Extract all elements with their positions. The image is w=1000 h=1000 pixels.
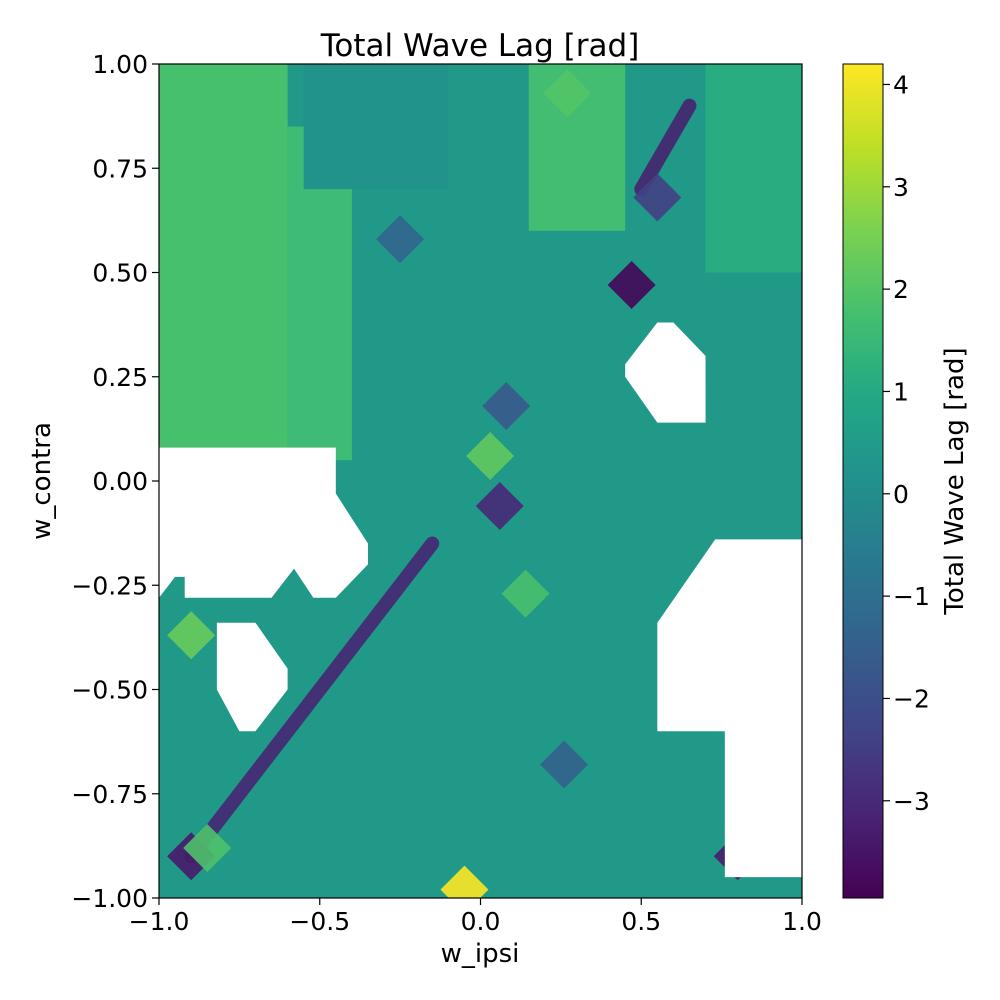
missing-data-region <box>159 447 368 598</box>
missing-data-region <box>216 622 288 732</box>
colorbar-tick-label: −2 <box>893 684 930 713</box>
x-tick-label: −0.5 <box>289 907 350 936</box>
colorbar-tick-label: −1 <box>893 582 930 611</box>
colorbar-label: Total Wave Lag [rad] <box>940 347 970 615</box>
colorbar-tick-label: 3 <box>893 173 909 202</box>
colorbar-tick-label: −3 <box>893 787 930 816</box>
y-tick-label: −0.75 <box>71 780 148 809</box>
heatmap-hotspot <box>167 611 216 660</box>
heatmap-hotspot <box>183 823 232 872</box>
x-axis-ticks: −1.0 −0.5 0.0 0.5 1.0 <box>129 898 822 936</box>
y-axis-label: w_contra <box>27 422 57 540</box>
heatmap-region <box>303 64 449 190</box>
colorbar-tick-label: 2 <box>893 275 909 304</box>
x-tick-label: 0.0 <box>461 907 501 936</box>
colorbar: 4 3 2 1 0 −1 −2 −3 Total Wave Lag [rad] <box>842 63 970 899</box>
colorbar-tick-label: 1 <box>893 377 909 406</box>
heatmap-ridge <box>184 536 440 864</box>
heatmap-hotspot <box>633 173 682 222</box>
colorbar-ticks: 4 3 2 1 0 −1 −2 −3 <box>883 70 930 816</box>
y-tick-label: 1.00 <box>92 50 148 79</box>
colorbar-tick-label: 0 <box>893 480 909 509</box>
y-tick-label: −0.50 <box>71 676 148 705</box>
heatmap-region <box>159 64 288 461</box>
heatmap-hotspot <box>607 261 656 310</box>
x-tick-label: −1.0 <box>129 907 190 936</box>
y-tick-label: −1.00 <box>71 884 148 913</box>
x-tick-label: 0.5 <box>621 907 661 936</box>
y-tick-label: 0.50 <box>92 259 148 288</box>
missing-data-region <box>625 322 706 423</box>
x-axis-label: w_ipsi <box>441 939 520 969</box>
colorbar-tick-label: 4 <box>893 70 909 99</box>
y-tick-label: 0.75 <box>92 154 148 183</box>
heatmap-hotspot <box>501 569 550 618</box>
heatmap-ridge <box>634 98 697 197</box>
heatmap-hotspot <box>482 381 531 430</box>
colorbar-gradient <box>842 63 884 899</box>
y-axis-ticks: 1.00 0.75 0.50 0.25 0.00 −0.25 −0.50 −0.75 −1.00 <box>71 50 159 913</box>
chart-title: Total Wave Lag [rad] <box>320 28 640 64</box>
heatmap-area <box>159 64 802 898</box>
x-tick-label: 1.0 <box>782 907 822 936</box>
heatmap-hotspot <box>466 431 515 480</box>
heatmap-hotspot <box>376 215 425 264</box>
y-tick-label: 0.25 <box>92 363 148 392</box>
heatmap-hotspot <box>475 482 524 531</box>
heatmap-hotspot <box>440 865 489 898</box>
heatmap-hotspot <box>540 740 589 789</box>
y-tick-label: −0.25 <box>71 571 148 600</box>
missing-data-region <box>657 539 802 878</box>
y-tick-label: 0.00 <box>92 467 148 496</box>
heatmap-region <box>705 64 802 273</box>
heatmap-hotspot <box>543 69 592 118</box>
